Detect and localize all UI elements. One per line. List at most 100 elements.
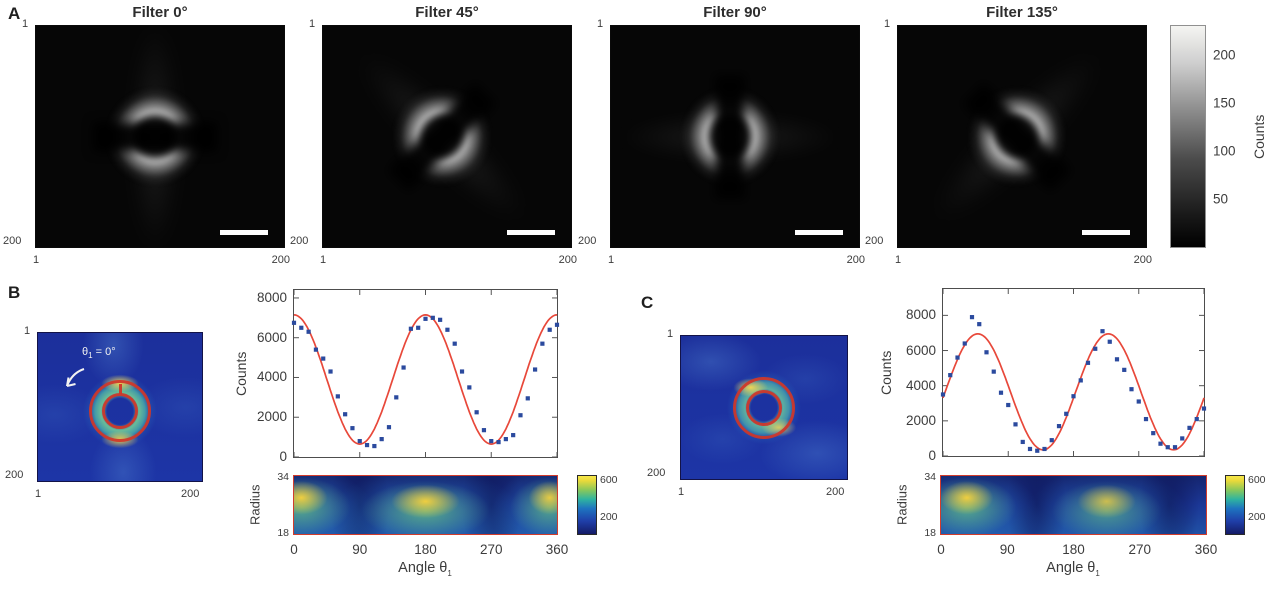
scale-bar xyxy=(507,230,555,235)
detector-image xyxy=(610,25,860,248)
heatmap-face xyxy=(294,476,557,534)
axis-tick-row-start: 1 xyxy=(884,18,891,30)
b-density-image: θ1 = 0° xyxy=(37,332,203,482)
b_counts_vs_angle xyxy=(291,290,560,458)
axis-tick-col-end: 200 xyxy=(1133,254,1152,266)
y-axis-tick-label: 8000 xyxy=(256,289,287,305)
roi-inner-circle xyxy=(102,393,138,430)
detector-image xyxy=(897,25,1147,248)
roi-outer-circle xyxy=(733,376,795,439)
heatmap-face xyxy=(941,476,1206,534)
c-radius-angle-heatmap: 0 90 180 270 360 34 18 xyxy=(924,471,1217,557)
intensity-gap xyxy=(93,121,218,152)
roi-outer-circle xyxy=(89,380,151,443)
axis-tick-row-start: 1 xyxy=(22,18,29,30)
colorbar-tick: 200 xyxy=(600,511,618,523)
filter-title: Filter 135° xyxy=(986,4,1058,21)
axis-tick-row-end: 200 xyxy=(578,235,597,247)
axis-tick-col-start: 1 xyxy=(678,486,685,498)
axis-tick-row-start: 1 xyxy=(24,325,31,337)
axis-tick-row-end: 200 xyxy=(647,467,666,479)
y-axis-tick-label: 4000 xyxy=(905,377,936,393)
filter-cell-2: Filter 90° 1 200 1 200 xyxy=(578,4,865,275)
axis-tick-col-start: 1 xyxy=(33,254,40,266)
radius-tick-label: 18 xyxy=(924,527,936,539)
axis-tick-col-start: 1 xyxy=(35,488,42,500)
axis-tick-row-start: 1 xyxy=(667,328,674,340)
b-strip-colorbar: 600 200 xyxy=(577,474,618,535)
c-angle-axis-label: Angle θ1 xyxy=(1046,560,1100,578)
y-axis-tick-label: 0 xyxy=(279,449,287,464)
axis-tick-col-start: 1 xyxy=(895,254,902,266)
intensity-gap xyxy=(715,74,746,199)
colorbar-tick: 200 xyxy=(1248,511,1266,523)
b-angle-axis-label: Angle θ1 xyxy=(398,560,452,578)
colorbar-tick: 50 xyxy=(1213,191,1229,207)
axis-tick-col-end: 200 xyxy=(846,254,865,266)
theta-annotation: θ1 = 0° xyxy=(82,346,116,361)
panel-a-label: A xyxy=(8,4,21,23)
axis-tick-row-end: 200 xyxy=(5,469,24,481)
colorbar-tick: 600 xyxy=(600,474,618,486)
detector-image xyxy=(35,25,285,248)
filter-cell-1: Filter 45° 1 200 1 200 xyxy=(290,4,577,275)
scale-bar xyxy=(795,230,843,235)
radius-tick-label: 34 xyxy=(924,471,936,483)
c-density-image xyxy=(680,335,848,480)
b-scatter-plot: 0 2000 4000 6000 8000 xyxy=(257,289,560,464)
data-points xyxy=(940,315,1207,453)
angle-tick-label: 90 xyxy=(352,542,368,557)
c-radius-axis-label: Radius xyxy=(894,484,910,526)
b-radius-axis-label: Radius xyxy=(247,484,263,526)
angle-tick-label: 270 xyxy=(479,542,503,557)
colorbar-tick: 200 xyxy=(1213,47,1236,63)
colorbar-tick: 150 xyxy=(1213,95,1236,111)
angle-tick-label: 360 xyxy=(545,542,569,557)
y-axis-tick-label: 2000 xyxy=(256,409,287,425)
c_counts_vs_angle xyxy=(940,289,1207,457)
y-axis-tick-label: 6000 xyxy=(905,342,936,358)
b-counts-axis-label: Counts xyxy=(233,351,249,396)
filter-title: Filter 0° xyxy=(132,4,188,21)
roi-zero-tick xyxy=(118,384,122,394)
c-counts-axis-label: Counts xyxy=(878,350,894,395)
angle-tick-label: 180 xyxy=(1062,542,1085,557)
axis-tick-col-end: 200 xyxy=(271,254,290,266)
axis-tick-col-start: 1 xyxy=(608,254,615,266)
axis-tick-col-end: 200 xyxy=(558,254,577,266)
colorbar-counts-label: Counts xyxy=(1251,114,1267,159)
filter-title: Filter 90° xyxy=(703,4,767,21)
filter-title: Filter 45° xyxy=(415,4,479,21)
colorbar-tick: 600 xyxy=(1248,474,1266,486)
y-axis-tick-label: 4000 xyxy=(256,369,287,385)
scale-bar xyxy=(220,230,268,235)
panel-b-label: B xyxy=(8,283,21,302)
angle-tick-label: 180 xyxy=(414,542,437,557)
c-scatter-plot: 0 2000 4000 6000 8000 xyxy=(906,288,1207,463)
filter-cell-3: Filter 135° 1 200 1 200 xyxy=(865,4,1152,275)
axis-tick-row-end: 200 xyxy=(865,235,884,247)
filter-cell-0: Filter 0° 1 200 1 200 xyxy=(3,4,290,275)
axis-tick-row-start: 1 xyxy=(597,18,604,30)
axis-tick-col-end: 200 xyxy=(181,488,200,500)
b-radius-angle-heatmap: 0 90 180 270 360 34 18 xyxy=(277,471,568,557)
c-strip-colorbar: 600 200 xyxy=(1225,474,1266,535)
radius-tick-label: 34 xyxy=(277,471,289,483)
angle-tick-label: 0 xyxy=(937,542,945,557)
angle-tick-label: 90 xyxy=(999,542,1015,557)
roi-inner-circle xyxy=(746,389,782,426)
axis-tick-row-start: 1 xyxy=(309,18,316,30)
grayscale-colorbar: 200 150 100 50 xyxy=(1170,25,1236,248)
rotation-arrow-icon xyxy=(66,368,85,387)
axis-tick-row-end: 200 xyxy=(290,235,309,247)
fit-curve xyxy=(293,314,558,445)
angle-tick-label: 270 xyxy=(1128,542,1152,557)
panel-c-label: C xyxy=(641,293,654,312)
angle-tick-label: 0 xyxy=(290,542,298,557)
axis-tick-row-end: 200 xyxy=(3,235,22,247)
y-axis-tick-label: 6000 xyxy=(256,329,287,345)
detector-image xyxy=(322,25,572,248)
y-axis-tick-label: 2000 xyxy=(905,412,936,428)
axis-tick-col-end: 200 xyxy=(826,486,845,498)
